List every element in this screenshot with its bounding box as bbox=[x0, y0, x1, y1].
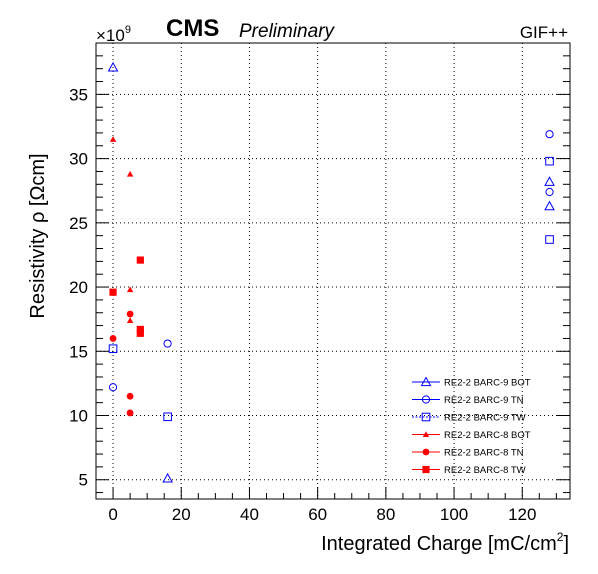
x-tick-label: 60 bbox=[308, 505, 327, 524]
y-tick-label: 30 bbox=[69, 150, 88, 169]
legend-label: RE2-2 BARC-8 TW bbox=[444, 465, 526, 476]
grid bbox=[96, 43, 570, 499]
data-point-s3 bbox=[126, 170, 134, 177]
cms-brand: CMS bbox=[166, 15, 219, 42]
data-point-s5 bbox=[109, 288, 117, 296]
data-points bbox=[107, 61, 555, 483]
y-tick-label: 25 bbox=[69, 214, 88, 233]
data-point-s0 bbox=[544, 176, 555, 186]
data-point-s5 bbox=[136, 256, 144, 264]
y-tick-label: 20 bbox=[69, 278, 88, 297]
y-tick-label: 10 bbox=[69, 407, 88, 426]
legend-marker bbox=[420, 376, 432, 387]
legend-marker bbox=[422, 448, 430, 456]
y-multiplier-base: ×10 bbox=[96, 26, 125, 45]
x-axis-label-sup: 2 bbox=[557, 530, 564, 544]
axis-ticks bbox=[95, 42, 570, 499]
y-axis-label: Resistivity ρ [Ωcm] bbox=[27, 153, 49, 318]
y-tick-label: 35 bbox=[69, 85, 88, 104]
data-point-s0 bbox=[162, 472, 173, 483]
data-point-s3 bbox=[109, 136, 117, 142]
data-point-s0 bbox=[107, 61, 119, 72]
y-tick-label: 5 bbox=[79, 471, 88, 490]
legend-marker bbox=[422, 431, 430, 438]
legend-entry: RE2-2 BARC-8 TN bbox=[412, 448, 524, 459]
facility-label: GIF++ bbox=[520, 23, 568, 42]
x-tick-label: 100 bbox=[440, 505, 468, 524]
x-tick-label: 20 bbox=[172, 505, 191, 524]
legend-entry: RE2-2 BARC-9 TW bbox=[412, 413, 526, 424]
data-point-s4 bbox=[126, 310, 134, 318]
legend-label: RE2-2 BARC-9 TN bbox=[444, 395, 524, 406]
x-tick-label: 120 bbox=[508, 505, 536, 524]
data-point-s1 bbox=[545, 187, 554, 197]
y-multiplier: ×109 bbox=[96, 24, 131, 45]
x-axis-label-end: ] bbox=[563, 533, 569, 555]
legend: RE2-2 BARC-9 BOT RE2-2 BARC-9 TN RE2-2 BAR… bbox=[412, 376, 531, 476]
data-point-s4 bbox=[126, 392, 134, 400]
x-tick-label: 40 bbox=[240, 505, 259, 524]
legend-entry: RE2-2 BARC-9 TN bbox=[412, 395, 524, 406]
tick-labels: 0 20 40 60 80 100 120 5 10 15 20 25 30 35 bbox=[69, 85, 536, 524]
y-tick-label: 15 bbox=[69, 342, 88, 361]
data-point-s0 bbox=[544, 200, 555, 211]
data-point-s2 bbox=[108, 344, 118, 354]
data-point-s1 bbox=[108, 383, 118, 392]
data-point-s2 bbox=[545, 235, 554, 244]
data-point-s3 bbox=[126, 317, 134, 324]
legend-entry: RE2-2 BARC-9 BOT bbox=[412, 376, 531, 389]
data-point-s1 bbox=[163, 339, 172, 348]
legend-label: RE2-2 BARC-9 TW bbox=[444, 413, 526, 424]
legend-entry: RE2-2 BARC-8 TW bbox=[412, 465, 526, 476]
data-point-s4 bbox=[126, 409, 134, 417]
data-point-s1 bbox=[545, 130, 554, 139]
data-point-s2 bbox=[163, 412, 172, 422]
legend-entry: RE2-2 BARC-8 BOT bbox=[412, 430, 531, 441]
legend-marker bbox=[422, 465, 430, 474]
preliminary-label: Preliminary bbox=[239, 21, 336, 42]
data-point-s5 bbox=[136, 329, 144, 337]
data-point-s3 bbox=[126, 286, 134, 293]
legend-marker bbox=[421, 412, 431, 422]
x-tick-label: 80 bbox=[376, 505, 395, 524]
legend-label: RE2-2 BARC-8 TN bbox=[444, 448, 524, 459]
plot-frame bbox=[95, 42, 571, 500]
data-point-s2 bbox=[545, 156, 554, 166]
legend-label: RE2-2 BARC-8 BOT bbox=[444, 430, 531, 441]
x-axis-label-main: Integrated Charge [mC/cm bbox=[321, 533, 557, 555]
data-point-s5 bbox=[136, 325, 144, 334]
legend-label: RE2-2 BARC-9 BOT bbox=[444, 378, 531, 389]
y-multiplier-exp: 9 bbox=[125, 24, 131, 36]
legend-marker bbox=[421, 395, 431, 404]
x-tick-label: 0 bbox=[108, 505, 117, 524]
data-point-s4 bbox=[109, 335, 117, 342]
x-axis-label: Integrated Charge [mC/cm2] bbox=[321, 530, 569, 555]
